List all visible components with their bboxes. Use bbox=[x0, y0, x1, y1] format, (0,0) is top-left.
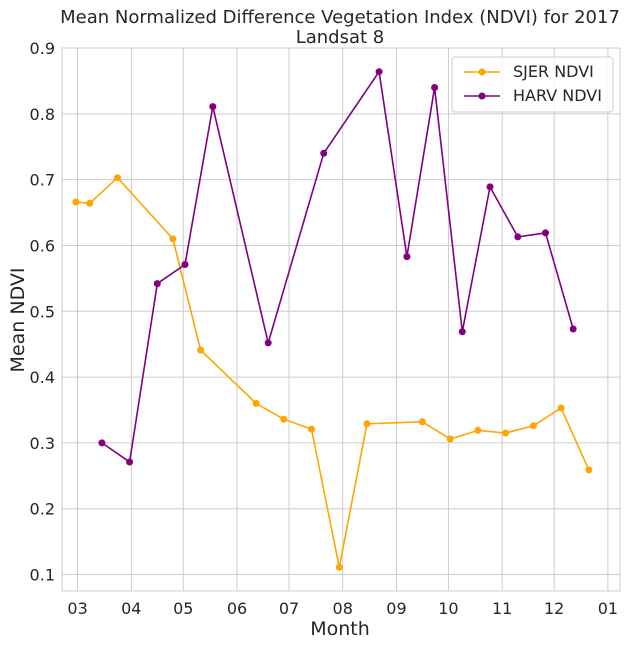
data-point-sjer bbox=[335, 563, 343, 571]
data-point-harv bbox=[403, 253, 411, 261]
legend-label-harv: HARV NDVI bbox=[513, 86, 602, 105]
data-point-sjer bbox=[308, 425, 315, 433]
tick-labels: 03 04 05 06 07 08 09 10 11 12 01 0.1 0.2 0.3 0.4 0.5 0.6… bbox=[30, 39, 619, 618]
series-harv bbox=[98, 68, 577, 466]
data-point-sjer bbox=[557, 404, 565, 412]
x-tick-label: 07 bbox=[279, 599, 299, 618]
data-point-sjer bbox=[197, 346, 205, 354]
y-tick-label: 0.8 bbox=[30, 105, 55, 124]
data-point-harv bbox=[375, 68, 383, 76]
y-tick-label: 0.3 bbox=[30, 434, 55, 453]
x-tick-label: 12 bbox=[544, 599, 564, 618]
x-tick-label: 11 bbox=[492, 599, 512, 618]
y-tick-label: 0.9 bbox=[30, 39, 55, 58]
y-tick-label: 0.2 bbox=[30, 500, 55, 519]
series-group bbox=[72, 68, 593, 571]
data-point-harv bbox=[514, 233, 522, 241]
data-point-harv bbox=[569, 325, 577, 333]
data-point-harv bbox=[458, 328, 466, 336]
y-tick-label: 0.7 bbox=[30, 171, 55, 190]
data-point-sjer bbox=[72, 198, 80, 206]
data-point-sjer bbox=[363, 420, 371, 428]
x-tick-label: 10 bbox=[438, 599, 458, 618]
x-tick-label: 01 bbox=[598, 599, 618, 618]
x-tick-label: 04 bbox=[121, 599, 141, 618]
data-point-harv bbox=[209, 103, 217, 111]
y-tick-label: 0.4 bbox=[30, 368, 55, 387]
data-point-sjer bbox=[529, 422, 537, 430]
chart-title-line1: Mean Normalized Difference Vegetation In… bbox=[60, 7, 620, 28]
data-point-sjer bbox=[446, 435, 454, 443]
data-point-harv bbox=[181, 261, 189, 268]
data-point-sjer bbox=[252, 399, 260, 407]
data-point-harv bbox=[264, 339, 272, 347]
data-point-harv bbox=[153, 280, 161, 288]
y-tick-label: 0.5 bbox=[30, 302, 55, 321]
data-point-sjer bbox=[585, 466, 593, 474]
legend-marker-sjer bbox=[478, 68, 486, 76]
y-axis-label: Mean NDVI bbox=[7, 268, 29, 373]
chart-title-line2: Landsat 8 bbox=[296, 27, 385, 48]
y-tick-label: 0.1 bbox=[30, 566, 55, 585]
data-point-sjer bbox=[169, 235, 177, 243]
x-tick-label: 08 bbox=[333, 599, 353, 618]
data-point-harv bbox=[126, 458, 134, 466]
data-point-sjer bbox=[502, 429, 510, 437]
data-point-sjer bbox=[474, 426, 482, 434]
plot-frame bbox=[61, 47, 621, 592]
data-point-sjer bbox=[418, 418, 426, 426]
data-point-sjer bbox=[114, 174, 121, 182]
y-tick-label: 0.6 bbox=[30, 236, 55, 255]
grid-lines bbox=[62, 47, 620, 591]
x-tick-label: 03 bbox=[67, 599, 87, 618]
data-point-harv bbox=[486, 183, 494, 191]
legend-marker-harv bbox=[478, 92, 486, 100]
legend-label-sjer: SJER NDVI bbox=[513, 62, 594, 81]
data-point-harv bbox=[320, 149, 328, 157]
data-point-harv bbox=[542, 229, 549, 237]
data-point-sjer bbox=[86, 199, 94, 207]
x-tick-label: 06 bbox=[227, 599, 247, 618]
x-tick-label: 09 bbox=[386, 599, 406, 618]
series-sjer bbox=[72, 174, 593, 571]
legend-box bbox=[451, 56, 614, 113]
x-axis-label: Month bbox=[310, 618, 370, 640]
data-point-sjer bbox=[280, 415, 288, 423]
data-point-harv bbox=[98, 439, 106, 447]
data-point-harv bbox=[431, 84, 439, 91]
x-tick-label: 05 bbox=[173, 599, 193, 618]
legend: SJER NDVI HARV NDVI bbox=[451, 56, 614, 113]
